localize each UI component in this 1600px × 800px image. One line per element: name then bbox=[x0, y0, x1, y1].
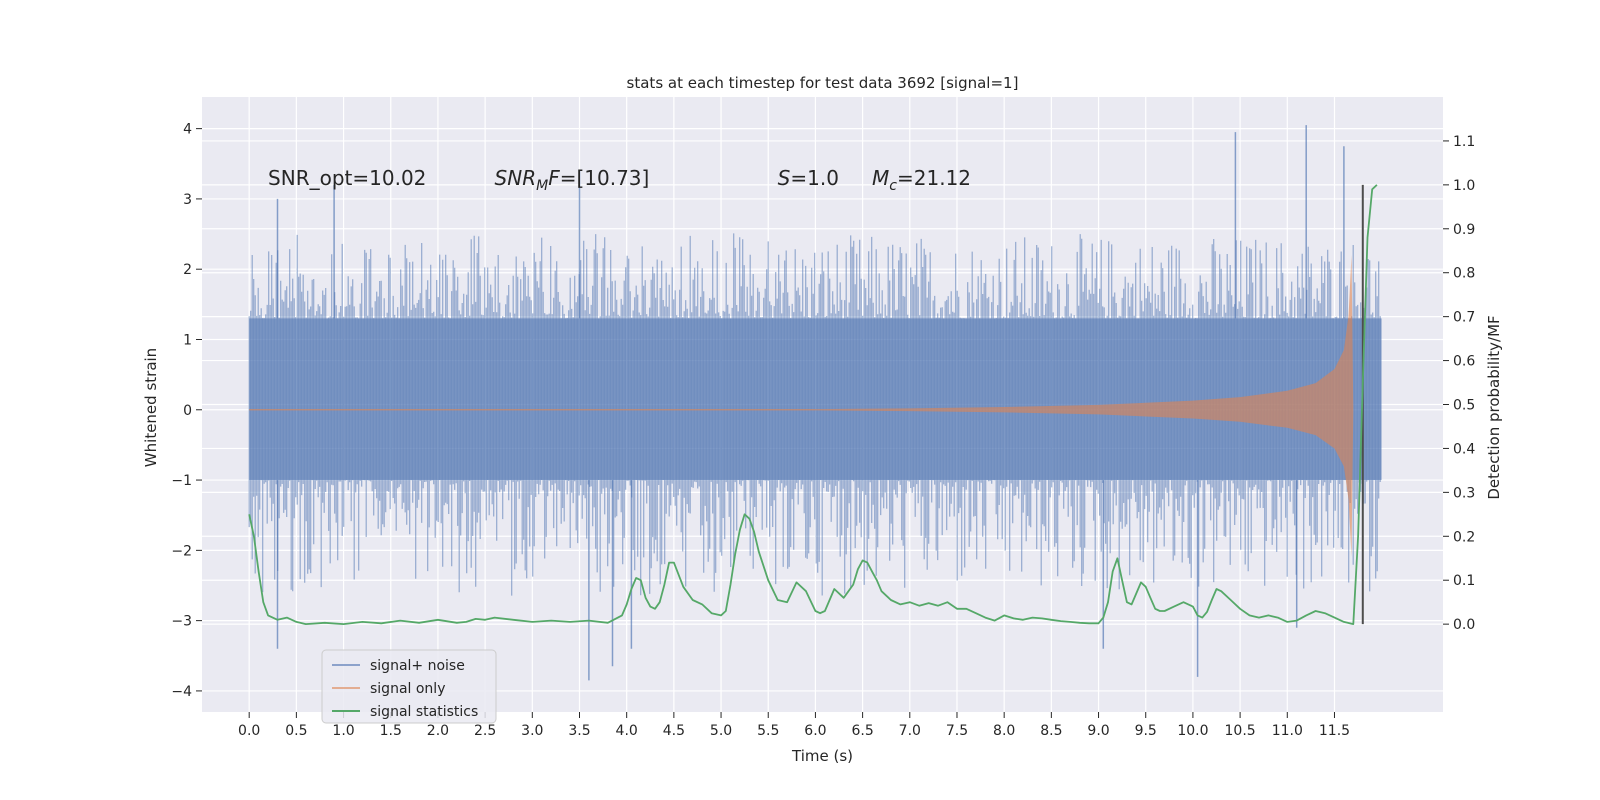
x-tick-label: 9.5 bbox=[1135, 723, 1157, 739]
x-tick-label: 1.5 bbox=[380, 723, 402, 739]
signal-statistics-line bbox=[248, 184, 1378, 625]
x-tick-label: 11.5 bbox=[1319, 723, 1350, 739]
annotation-subscript: c bbox=[889, 178, 897, 194]
legend-label: signal statistics bbox=[370, 704, 478, 720]
y-tick-label-right: 0.2 bbox=[1453, 529, 1475, 545]
y-tick-label-left: 3 bbox=[183, 192, 192, 208]
x-tick-label: 9.0 bbox=[1087, 723, 1109, 739]
x-tick-label: 10.5 bbox=[1225, 723, 1256, 739]
y-tick-label-left: 1 bbox=[183, 332, 192, 348]
x-tick-label: 2.5 bbox=[474, 723, 496, 739]
signal-only-envelope bbox=[815, 255, 1354, 557]
annotation-symbol-2: F bbox=[548, 166, 560, 190]
y-tick-label-left: −2 bbox=[171, 543, 192, 559]
annotation-symbol: S bbox=[778, 166, 791, 190]
x-tick-label: 6.5 bbox=[851, 723, 873, 739]
x-tick-label: 11.0 bbox=[1272, 723, 1303, 739]
y-tick-label-right: 0.9 bbox=[1453, 222, 1475, 238]
annotation-value: =[10.73] bbox=[560, 166, 650, 190]
x-tick-label: 8.5 bbox=[1040, 723, 1062, 739]
x-tick-label: 0.5 bbox=[285, 723, 307, 739]
x-tick-label: 5.5 bbox=[757, 723, 779, 739]
x-tick-label: 2.0 bbox=[427, 723, 449, 739]
y-tick-label-left: 4 bbox=[183, 122, 192, 138]
legend-label: signal only bbox=[370, 681, 445, 697]
y-tick-label-right: 0.3 bbox=[1453, 485, 1475, 501]
x-tick-label: 3.5 bbox=[568, 723, 590, 739]
y-tick-label-right: 0.0 bbox=[1453, 617, 1475, 633]
chart-title: stats at each timestep for test data 369… bbox=[627, 74, 1019, 92]
legend: signal+ noise signal only signal statistic… bbox=[321, 649, 497, 724]
x-tick-label: 4.5 bbox=[663, 723, 685, 739]
y-tick-label-right: 0.5 bbox=[1453, 398, 1475, 414]
legend-label: signal+ noise bbox=[370, 658, 465, 674]
noise-spikes bbox=[248, 233, 1381, 596]
x-tick-label: 6.0 bbox=[804, 723, 826, 739]
noise-extreme-spikes bbox=[276, 125, 1345, 681]
x-tick-label: 10.0 bbox=[1177, 723, 1208, 739]
annotation-value: =21.12 bbox=[897, 166, 971, 190]
series-signal-statistics bbox=[248, 184, 1378, 625]
y-axis-left: −4 −3 −2 −1 0 1 2 3 4 bbox=[171, 122, 202, 700]
x-tick-label: 0.0 bbox=[238, 723, 260, 739]
annotation-symbol: SNR bbox=[495, 166, 537, 190]
y-tick-label-left: −3 bbox=[171, 614, 192, 630]
x-tick-label: 4.0 bbox=[616, 723, 638, 739]
x-tick-label: 8.0 bbox=[993, 723, 1015, 739]
y-tick-label-right: 0.1 bbox=[1453, 573, 1475, 589]
y-tick-label-left: 0 bbox=[183, 403, 192, 419]
series-signal-only bbox=[249, 255, 1354, 557]
y-tick-label-right: 0.4 bbox=[1453, 441, 1475, 457]
y-tick-label-right: 1.0 bbox=[1453, 178, 1475, 194]
y-tick-label-right: 0.7 bbox=[1453, 310, 1475, 326]
y-tick-label-left: −1 bbox=[171, 473, 192, 489]
x-tick-label: 3.0 bbox=[521, 723, 543, 739]
x-axis-label: Time (s) bbox=[791, 747, 853, 765]
y-tick-label-left: 2 bbox=[183, 262, 192, 278]
y-tick-label-right: 1.1 bbox=[1453, 134, 1475, 150]
x-tick-label: 7.5 bbox=[946, 723, 968, 739]
annotation-3: Mc=21.12 bbox=[872, 166, 971, 194]
y-axis-right-label: Detection probability/MF bbox=[1485, 315, 1503, 499]
x-tick-label: 7.0 bbox=[899, 723, 921, 739]
y-tick-label-left: −4 bbox=[171, 684, 192, 700]
annotation-0: SNR_opt=10.02 bbox=[268, 166, 426, 190]
annotation-text: SNR_opt=10.02 bbox=[268, 166, 426, 190]
x-tick-label: 1.0 bbox=[332, 723, 354, 739]
y-tick-label-right: 0.6 bbox=[1453, 354, 1475, 370]
annotation-2: S=1.0 bbox=[778, 166, 839, 190]
x-tick-label: 5.0 bbox=[710, 723, 732, 739]
legend-box bbox=[321, 649, 497, 724]
annotation-symbol: M bbox=[872, 166, 889, 190]
y-tick-label-right: 0.8 bbox=[1453, 266, 1475, 282]
y-axis-left-label: Whitened strain bbox=[142, 348, 160, 467]
y-axis-right: 0.0 0.1 0.2 0.3 0.4 0.5 0.6 0.7 0.8 0.9 1.0 1.1 bbox=[1443, 134, 1475, 633]
annotation-1: SNRMF=[10.73] bbox=[495, 166, 650, 194]
annotations: SNR_opt=10.02 SNRMF=[10.73] S=1.0 Mc=21.12 bbox=[268, 166, 971, 194]
series-signal-noise bbox=[248, 125, 1382, 681]
annotation-value: =1.0 bbox=[790, 166, 839, 190]
x-axis: 0.0 0.5 1.0 1.5 2.0 2.5 3.0 3.5 4.0 4.5 5.0 5.5 6.0 6… bbox=[238, 712, 1350, 739]
annotation-subscript: M bbox=[536, 178, 548, 194]
